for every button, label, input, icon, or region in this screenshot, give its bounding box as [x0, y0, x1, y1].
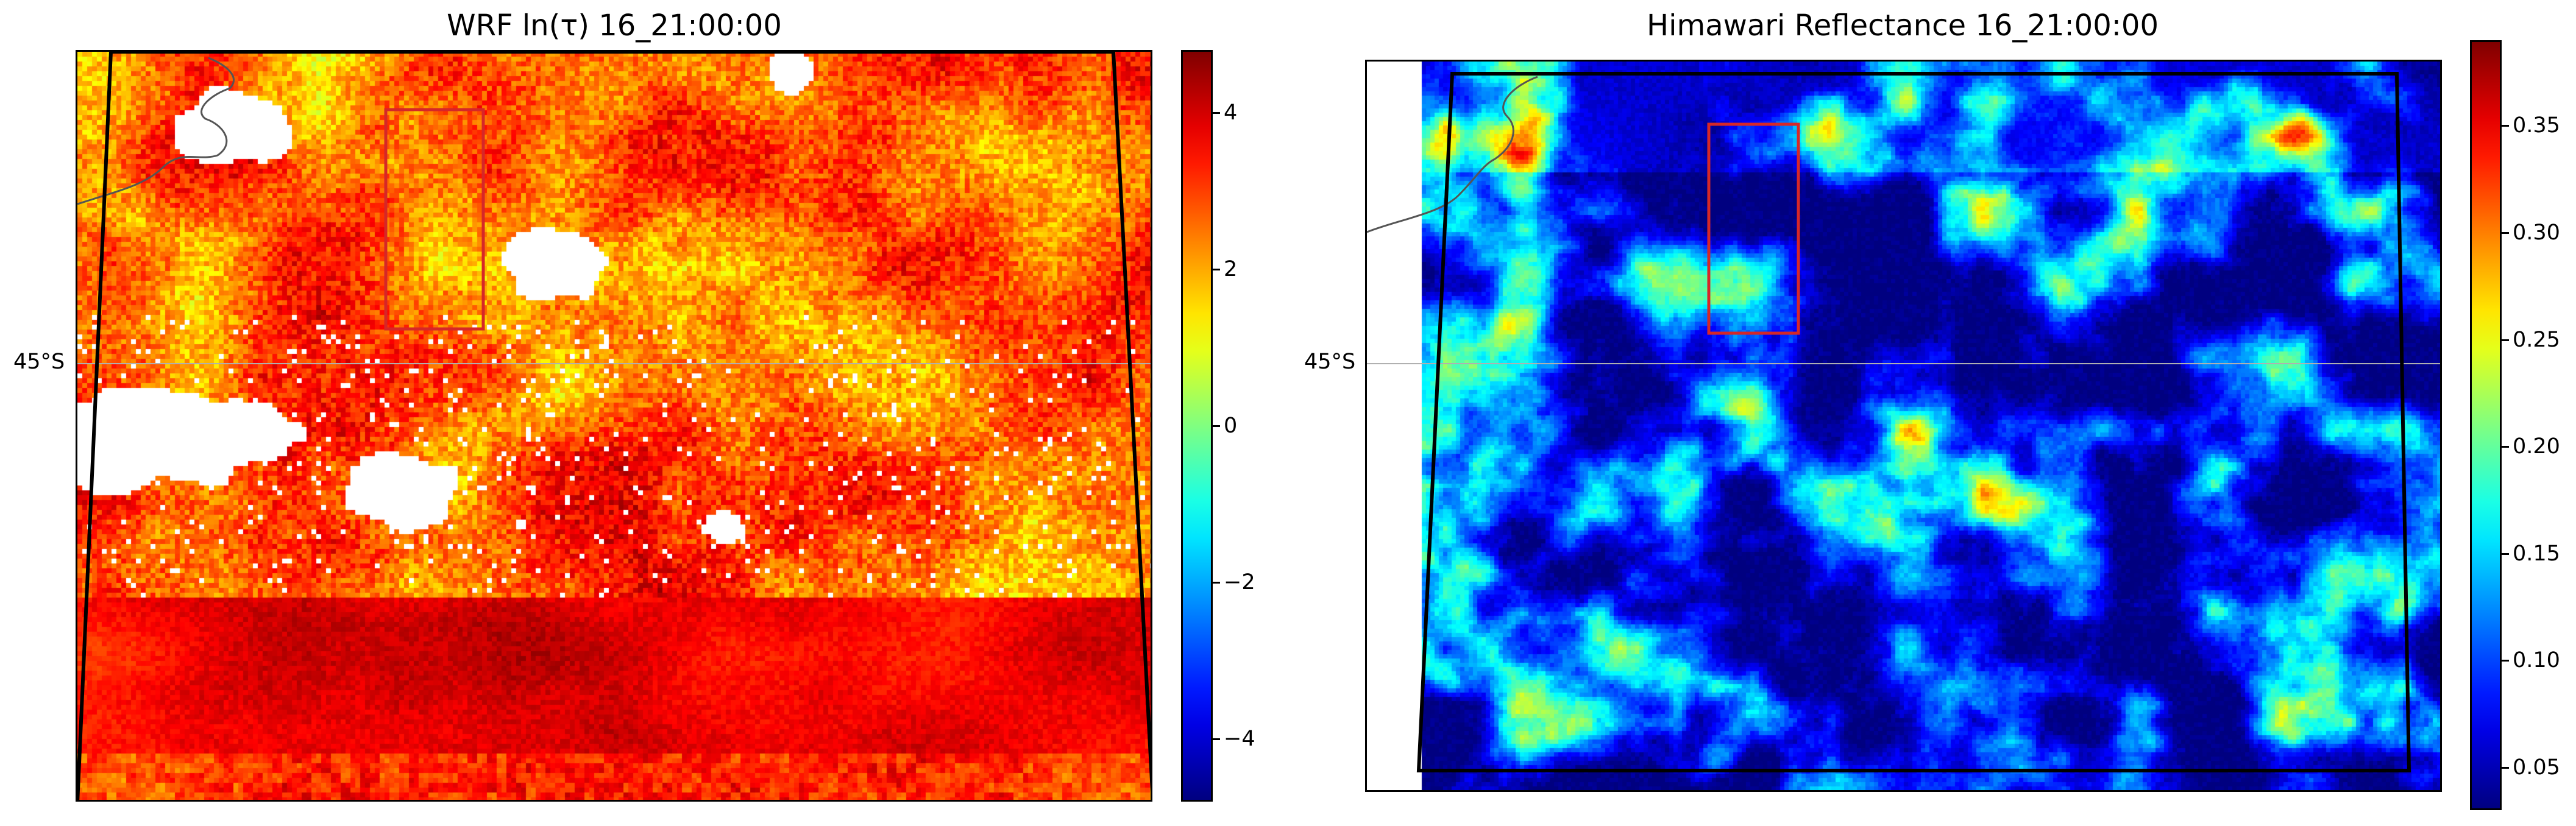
wrf-map-overlay	[77, 52, 1151, 800]
himawari-colorbar-tick	[2502, 125, 2509, 127]
himawari-colorbar-tick	[2502, 660, 2509, 662]
himawari-colorbar-tick-label: 0.35	[2513, 113, 2560, 138]
wrf-colorbar	[1181, 50, 1213, 802]
himawari-colorbar-tick-label: 0.10	[2513, 648, 2560, 673]
himawari-latitude-label: 45°S	[1304, 350, 1356, 374]
himawari-colorbar-tick-label: 0.30	[2513, 221, 2560, 245]
himawari-colorbar-tick-label: 0.20	[2513, 434, 2560, 459]
himawari-colorbar-tick-label: 0.05	[2513, 755, 2560, 780]
himawari-colorbar-tick	[2502, 446, 2509, 448]
himawari-colorbar-tick	[2502, 552, 2509, 555]
model-domain-outline	[77, 52, 1151, 800]
wrf-colorbar-tick-label: 0	[1224, 414, 1238, 438]
study-region-box	[384, 108, 485, 331]
wrf-colorbar-tick	[1213, 582, 1220, 584]
wrf-colorbar-tick	[1213, 738, 1220, 741]
coastline	[1367, 76, 1538, 233]
wrf-colorbar-tick-label: 2	[1224, 256, 1238, 281]
himawari-colorbar-tick	[2502, 766, 2509, 769]
himawari-reflectance-field	[1367, 62, 2440, 790]
himawari-colorbar-tick-label: 0.25	[2513, 327, 2560, 352]
himawari-colorbar-tick	[2502, 232, 2509, 234]
wrf-colorbar-tick	[1213, 268, 1220, 270]
study-region-box	[1707, 122, 1800, 335]
wrf-panel-title: WRF ln(τ) 16_21:00:00	[447, 9, 782, 43]
wrf-latitude-label: 45°S	[13, 350, 65, 374]
himawari-colorbar-tick-label: 0.15	[2513, 541, 2560, 566]
himawari-colorbar-tick	[2502, 339, 2509, 341]
himawari-map-overlay	[1367, 72, 2440, 772]
model-domain-outline	[1416, 72, 2411, 772]
wrf-colorbar-tick	[1213, 425, 1220, 427]
wrf-colorbar-tick-label: −4	[1224, 727, 1255, 752]
himawari-colorbar	[2470, 40, 2502, 810]
wrf-colorbar-tick-label: −2	[1224, 570, 1255, 595]
wrf-optical-depth-field	[77, 52, 1151, 800]
wrf-colorbar-tick-label: 4	[1224, 100, 1238, 125]
wrf-map	[76, 50, 1152, 802]
himawari-map	[1365, 60, 2442, 792]
coastline	[77, 57, 235, 205]
wrf-colorbar-tick	[1213, 111, 1220, 114]
himawari-panel-title: Himawari Reflectance 16_21:00:00	[1647, 9, 2159, 43]
